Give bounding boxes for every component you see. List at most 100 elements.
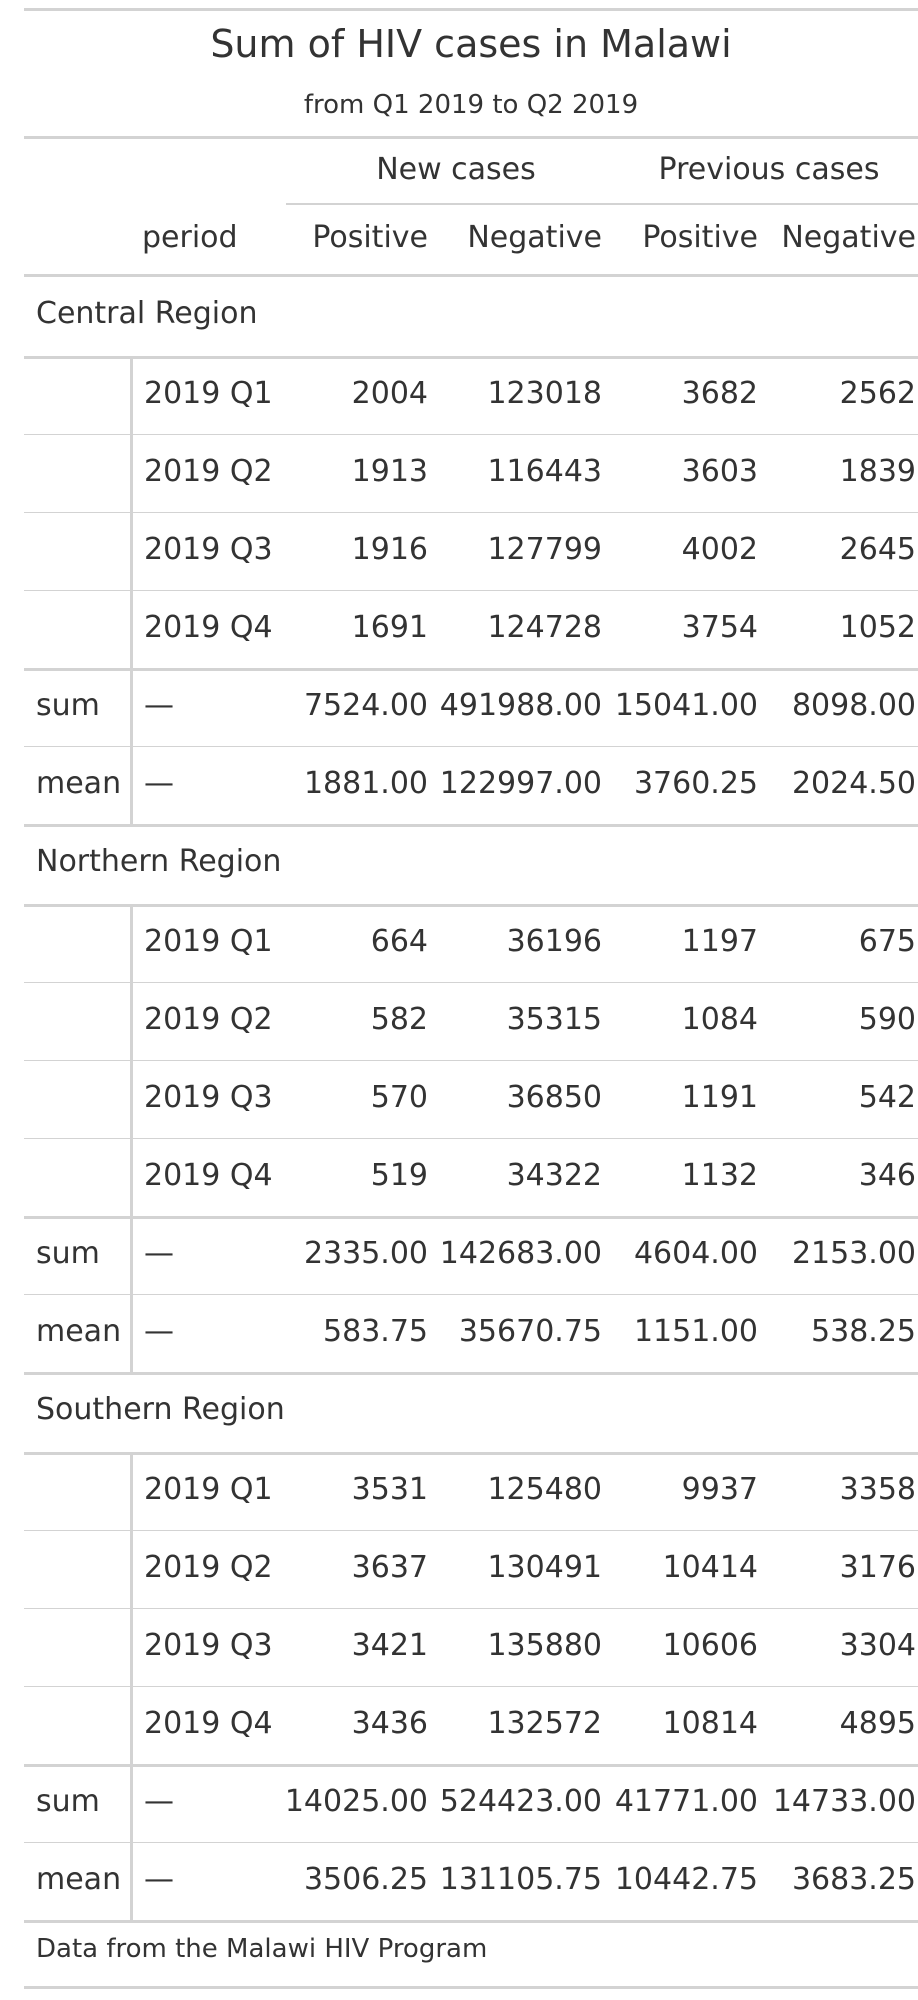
summary-cell: 122997.00 (439, 766, 602, 801)
summary-cell: 524423.00 (439, 1784, 602, 1819)
table-cell: 3436 (351, 1706, 428, 1741)
group-heading-border (24, 356, 918, 359)
table-cell: 132572 (487, 1706, 602, 1741)
table-top-border (24, 8, 918, 11)
table-cell: 34322 (506, 1158, 602, 1193)
table-row-period: 2019 Q4 (144, 1158, 273, 1193)
group-heading: Central Region (36, 296, 258, 331)
summary-cell: 15041.00 (614, 688, 758, 723)
table-cell: 1084 (681, 1002, 758, 1037)
table-cell: 3682 (681, 376, 758, 411)
summary-label: sum (36, 688, 100, 723)
spanner-previous-cases: Previous cases (658, 152, 880, 187)
table-row-period: 2019 Q4 (144, 610, 273, 645)
table-cell: 2562 (839, 376, 916, 411)
table-bottom-border (24, 1986, 918, 1989)
summary-cell: 7524.00 (303, 688, 428, 723)
table-cell: 10414 (662, 1550, 758, 1585)
table-cell: 3637 (351, 1550, 428, 1585)
summary-cell: 41771.00 (614, 1784, 758, 1819)
summary-label: sum (36, 1236, 100, 1271)
summary-dash: — (144, 688, 174, 723)
group-bottom-border (24, 1920, 918, 1923)
summary-dash: — (144, 1784, 174, 1819)
table-cell: 3531 (351, 1472, 428, 1507)
summary-cell: 1151.00 (633, 1314, 758, 1349)
summary-label: sum (36, 1784, 100, 1819)
table-cell: 570 (370, 1080, 428, 1115)
table-row-period: 2019 Q1 (144, 376, 273, 411)
table-cell: 3603 (681, 454, 758, 489)
table-cell: 1052 (839, 610, 916, 645)
column-header-period: period (142, 220, 238, 255)
row-divider (24, 512, 918, 513)
column-header-previous-negative: Negative (781, 220, 916, 255)
table-cell: 4002 (681, 532, 758, 567)
table-cell: 125480 (487, 1472, 602, 1507)
row-divider (24, 1842, 918, 1843)
summary-dash: — (144, 1862, 174, 1897)
row-divider (24, 590, 918, 591)
table-row-period: 2019 Q2 (144, 1550, 273, 1585)
summary-cell: 10442.75 (614, 1862, 758, 1897)
table-cell: 9937 (681, 1472, 758, 1507)
table-cell: 590 (858, 1002, 916, 1037)
table-title: Sum of HIV cases in Malawi (210, 22, 732, 66)
table-cell: 4895 (839, 1706, 916, 1741)
group-bottom-border (24, 824, 918, 827)
table-cell: 3176 (839, 1550, 916, 1585)
table-cell: 3754 (681, 610, 758, 645)
summary-cell: 583.75 (323, 1314, 428, 1349)
table-cell: 346 (858, 1158, 916, 1193)
table-cell: 116443 (487, 454, 602, 489)
summary-cell: 1881.00 (303, 766, 428, 801)
summary-dash: — (144, 766, 174, 801)
row-divider (24, 1686, 918, 1687)
summary-cell: 2335.00 (303, 1236, 428, 1271)
table-cell: 1197 (681, 924, 758, 959)
group-heading: Northern Region (36, 844, 282, 879)
table-cell: 123018 (487, 376, 602, 411)
row-divider (24, 1060, 918, 1061)
spanner-new-cases: New cases (376, 152, 536, 187)
stub-separator (130, 356, 133, 824)
summary-cell: 14733.00 (772, 1784, 916, 1819)
row-divider (24, 434, 918, 435)
summary-label: mean (36, 1314, 122, 1349)
table-cell: 1691 (351, 610, 428, 645)
table-cell: 135880 (487, 1628, 602, 1663)
table-cell: 127799 (487, 532, 602, 567)
summary-cell: 4604.00 (633, 1236, 758, 1271)
table-cell: 1913 (351, 454, 428, 489)
table-row-period: 2019 Q1 (144, 1472, 273, 1507)
table-cell: 3358 (839, 1472, 916, 1507)
table-cell: 3304 (839, 1628, 916, 1663)
spanner-previous-cases-rule (619, 203, 918, 205)
column-header-border (24, 274, 918, 277)
table-cell: 36196 (506, 924, 602, 959)
summary-cell: 491988.00 (439, 688, 602, 723)
summary-border (24, 1764, 918, 1767)
column-header-previous-positive: Positive (642, 220, 758, 255)
table-row-period: 2019 Q2 (144, 1002, 273, 1037)
row-divider (24, 1138, 918, 1139)
table-row-period: 2019 Q4 (144, 1706, 273, 1741)
table-cell: 519 (370, 1158, 428, 1193)
table-cell: 542 (858, 1080, 916, 1115)
row-divider (24, 1608, 918, 1609)
row-divider (24, 746, 918, 747)
table-cell: 1839 (839, 454, 916, 489)
table-footer-source: Data from the Malawi HIV Program (36, 1934, 488, 1964)
table-cell: 664 (370, 924, 428, 959)
table-cell: 124728 (487, 610, 602, 645)
group-bottom-border (24, 1372, 918, 1375)
summary-label: mean (36, 766, 122, 801)
stub-separator (130, 904, 133, 1372)
table-cell: 1916 (351, 532, 428, 567)
stub-separator (130, 1452, 133, 1920)
table-row-period: 2019 Q3 (144, 1080, 273, 1115)
table-cell: 582 (370, 1002, 428, 1037)
summary-border (24, 1216, 918, 1219)
row-divider (24, 982, 918, 983)
column-header-new-positive: Positive (312, 220, 428, 255)
